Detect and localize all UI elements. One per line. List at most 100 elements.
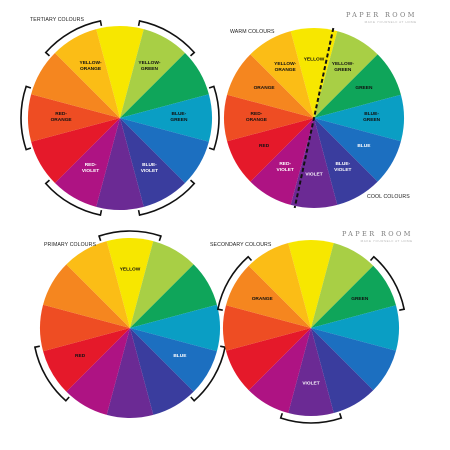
secondary-label-line: VIOLET bbox=[302, 380, 319, 386]
tertiary-label-line: RED- bbox=[55, 111, 67, 117]
warm-cool-colour-wheel: YELLOWYELLOW-GREENYELLOW-ORANGEGREENORAN… bbox=[224, 27, 404, 209]
warm-cool-segment-yellow-orange bbox=[250, 31, 314, 118]
warm-cool-label-line: ORANGE bbox=[254, 85, 276, 91]
warm-cool-segment-red bbox=[227, 118, 314, 182]
warm-cool-label-line: VIOLET bbox=[277, 167, 294, 173]
tertiary-segment-red bbox=[31, 118, 121, 184]
warm-cool-label-line: VIOLET bbox=[334, 167, 351, 173]
warm-cool-label-yellow-green: YELLOW-GREEN bbox=[332, 61, 354, 73]
warm-cool-label-yellow: YELLOW bbox=[304, 56, 325, 62]
tertiary-segment-orange bbox=[31, 52, 121, 119]
warm-cool-label-line: YELLOW- bbox=[332, 61, 354, 67]
primary-segment-violet bbox=[106, 328, 154, 418]
tertiary-bracket-4 bbox=[44, 179, 103, 216]
warm-cool-label-red: RED bbox=[259, 143, 270, 149]
tertiary-segment-yellow-orange bbox=[54, 29, 121, 119]
tertiary-bracket-3 bbox=[208, 85, 220, 151]
warm-cool-label-line: RED- bbox=[251, 111, 263, 117]
primary-label-line: RED bbox=[75, 353, 86, 359]
secondary-bracket-1 bbox=[369, 255, 406, 311]
secondary-segment-red bbox=[226, 328, 311, 391]
tertiary-segment-blue-green bbox=[120, 94, 213, 142]
brand-name-bottom: PAPER ROOM bbox=[342, 230, 413, 238]
tertiary-label-line: ORANGE bbox=[51, 117, 73, 123]
brand-logo-bottom: PAPER ROOM MAKE YOURSELF AT HOME bbox=[342, 230, 413, 243]
warm-cool-label-line: GREEN bbox=[334, 67, 352, 73]
primary-bracket-2 bbox=[190, 345, 227, 402]
tertiary-label-blue-violet: BLUE-VIOLET bbox=[141, 162, 158, 174]
secondary-label-line: ORANGE bbox=[252, 296, 274, 302]
secondary-segment-yellow bbox=[288, 240, 334, 328]
tertiary-colour-wheel: YELLOW-ORANGEYELLOW-GREENRED-ORANGEBLUE-… bbox=[20, 20, 220, 216]
tertiary-label-line: RED- bbox=[85, 162, 97, 168]
tertiary-segment-red-orange bbox=[27, 94, 121, 142]
tertiary-label-line: GREEN bbox=[141, 66, 159, 72]
tertiary-label-yellow-green: YELLOW-GREEN bbox=[138, 60, 160, 72]
primary-segment-green bbox=[130, 264, 217, 328]
primary-segment-red-orange bbox=[40, 304, 130, 352]
tertiary-label-line: BLUE- bbox=[172, 111, 187, 117]
brand-logo-top: PAPER ROOM MAKE YOURSELF AT HOME bbox=[346, 11, 417, 24]
warm-cool-label-green: GREEN bbox=[355, 85, 373, 91]
primary-segment-orange bbox=[43, 264, 130, 328]
secondary-label-line: GREEN bbox=[351, 296, 369, 302]
secondary-segment-yellow-green bbox=[311, 243, 374, 328]
tertiary-bracket-1 bbox=[137, 20, 196, 57]
brand-tagline-bottom: MAKE YOURSELF AT HOME bbox=[360, 239, 413, 243]
secondary-segment-red-violet bbox=[248, 328, 311, 413]
warm-cool-label-line: YELLOW- bbox=[274, 61, 296, 67]
tertiary-label-red-orange: RED-ORANGE bbox=[51, 111, 73, 123]
secondary-segment-blue-green bbox=[311, 305, 399, 351]
secondary-segment-blue-violet bbox=[311, 328, 374, 413]
warm-cool-segment-blue bbox=[314, 118, 401, 182]
warm-cool-label-line: BLUE- bbox=[335, 161, 350, 167]
warm-cool-label-red-orange: RED-ORANGE bbox=[246, 111, 268, 123]
tertiary-label-line: BLUE- bbox=[142, 162, 157, 168]
tertiary-label-line: VIOLET bbox=[141, 168, 158, 174]
warm-cool-label-line: RED- bbox=[279, 161, 291, 167]
secondary-label-violet: VIOLET bbox=[302, 380, 319, 386]
primary-label-yellow: YELLOW bbox=[120, 266, 141, 272]
secondary-bracket-2 bbox=[279, 413, 343, 424]
secondary-title: SECONDARY COLOURS bbox=[210, 242, 272, 248]
tertiary-segment-violet bbox=[96, 118, 144, 211]
warm-cool-label-line: RED bbox=[259, 143, 270, 149]
warm-cool-segment-orange bbox=[227, 54, 314, 118]
primary-label-red: RED bbox=[75, 353, 86, 359]
warm-cool-label-blue: BLUE bbox=[357, 143, 371, 149]
primary-segment-red-violet bbox=[66, 328, 130, 415]
warm-cool-divider-line bbox=[293, 27, 335, 209]
warm-cool-label-line: ORANGE bbox=[275, 67, 297, 73]
warm-cool-label-line: VIOLET bbox=[305, 172, 322, 178]
secondary-segment-green bbox=[311, 265, 396, 328]
warm-cool-label-red-violet: RED-VIOLET bbox=[277, 161, 294, 173]
secondary-colour-wheel: ORANGE GREEN VIOLET bbox=[216, 240, 406, 424]
warm-cool-segment-blue-green bbox=[314, 94, 404, 142]
secondary-segment-yellow-orange bbox=[248, 243, 311, 328]
brand-tagline: MAKE YOURSELF AT HOME bbox=[364, 20, 417, 24]
tertiary-bracket-5 bbox=[137, 179, 196, 216]
tertiary-label-yellow-orange: YELLOW-ORANGE bbox=[80, 60, 102, 72]
primary-segment-blue-green bbox=[130, 304, 220, 352]
warm-cool-label-violet: VIOLET bbox=[305, 172, 322, 178]
secondary-bracket-0 bbox=[216, 255, 253, 311]
primary-segment-yellow-green bbox=[130, 241, 194, 328]
warm-cool-segment-yellow bbox=[290, 28, 338, 118]
warm-cool-label-line: YELLOW bbox=[304, 56, 325, 62]
tertiary-bracket-0 bbox=[44, 20, 103, 57]
primary-colour-wheel: YELLOW RED BLUE bbox=[33, 230, 227, 418]
warm-cool-label-blue-green: BLUE-GREEN bbox=[363, 111, 381, 123]
tertiary-label-line: VIOLET bbox=[82, 168, 99, 174]
tertiary-label-blue-green: BLUE-GREEN bbox=[170, 111, 188, 123]
brand-name: PAPER ROOM bbox=[346, 11, 417, 19]
tertiary-segment-red-violet bbox=[54, 118, 121, 207]
primary-bracket-1 bbox=[33, 345, 70, 402]
primary-segment-yellow-orange bbox=[66, 241, 130, 328]
warm-cool-label-line: GREEN bbox=[355, 85, 373, 91]
tertiary-label-line: YELLOW- bbox=[80, 60, 102, 66]
tertiary-segment-yellow bbox=[96, 25, 144, 118]
warm-cool-label-blue-violet: BLUE-VIOLET bbox=[334, 161, 351, 173]
tertiary-segment-green bbox=[120, 52, 209, 119]
tertiary-label-red-violet: RED-VIOLET bbox=[82, 162, 99, 174]
warm-cool-segment-green bbox=[314, 54, 401, 118]
